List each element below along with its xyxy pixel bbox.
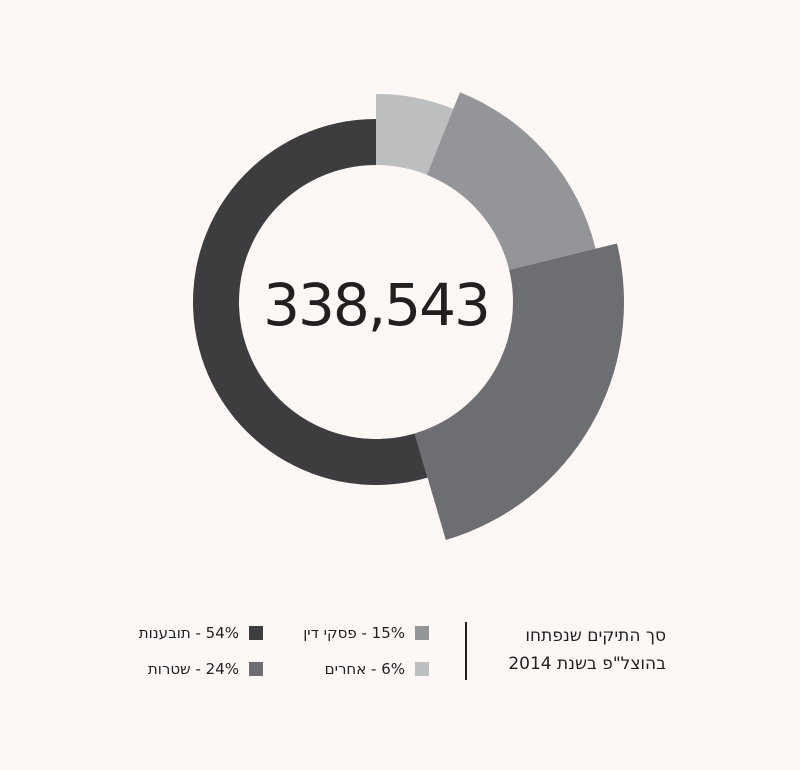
legend-item-acherim: 6% - אחרים	[325, 660, 429, 678]
legend-label-shtarot: 24% - שטרות	[147, 660, 239, 678]
legend-label-tovanot: 54% - תובענות	[138, 624, 239, 642]
legend-item-piskei-din: 15% - פסקי דין	[303, 624, 429, 642]
legend-title-line1: סך התיקים שנפתחו	[525, 626, 666, 646]
slice-piskei-din	[426, 92, 596, 270]
legend-swatch-shtarot	[249, 662, 263, 676]
legend-item-shtarot: 24% - שטרות	[148, 660, 263, 678]
legend-swatch-piskei-din	[415, 626, 429, 640]
legend-item-tovanot: 54% - תובענות	[139, 624, 263, 642]
slice-tovanot	[193, 119, 428, 485]
slices-group	[193, 92, 624, 540]
legend-swatch-acherim	[415, 662, 429, 676]
slice-shtarot	[414, 243, 624, 540]
donut-chart: 338,543	[193, 92, 624, 540]
legend-title-line2: בהוצל"פ בשנת 2014	[508, 654, 666, 674]
legend-label-piskei-din: 15% - פסקי דין	[303, 624, 405, 642]
center-total: 338,543	[263, 271, 489, 339]
legend-divider	[465, 622, 467, 680]
legend: סך התיקים שנפתחו בהוצל"פ בשנת 2014 54% -…	[0, 614, 800, 694]
slice-acherim	[376, 94, 454, 175]
legend-title: סך התיקים שנפתחו בהוצל"פ בשנת 2014	[466, 622, 666, 678]
legend-swatch-tovanot	[249, 626, 263, 640]
legend-label-acherim: 6% - אחרים	[324, 660, 405, 678]
